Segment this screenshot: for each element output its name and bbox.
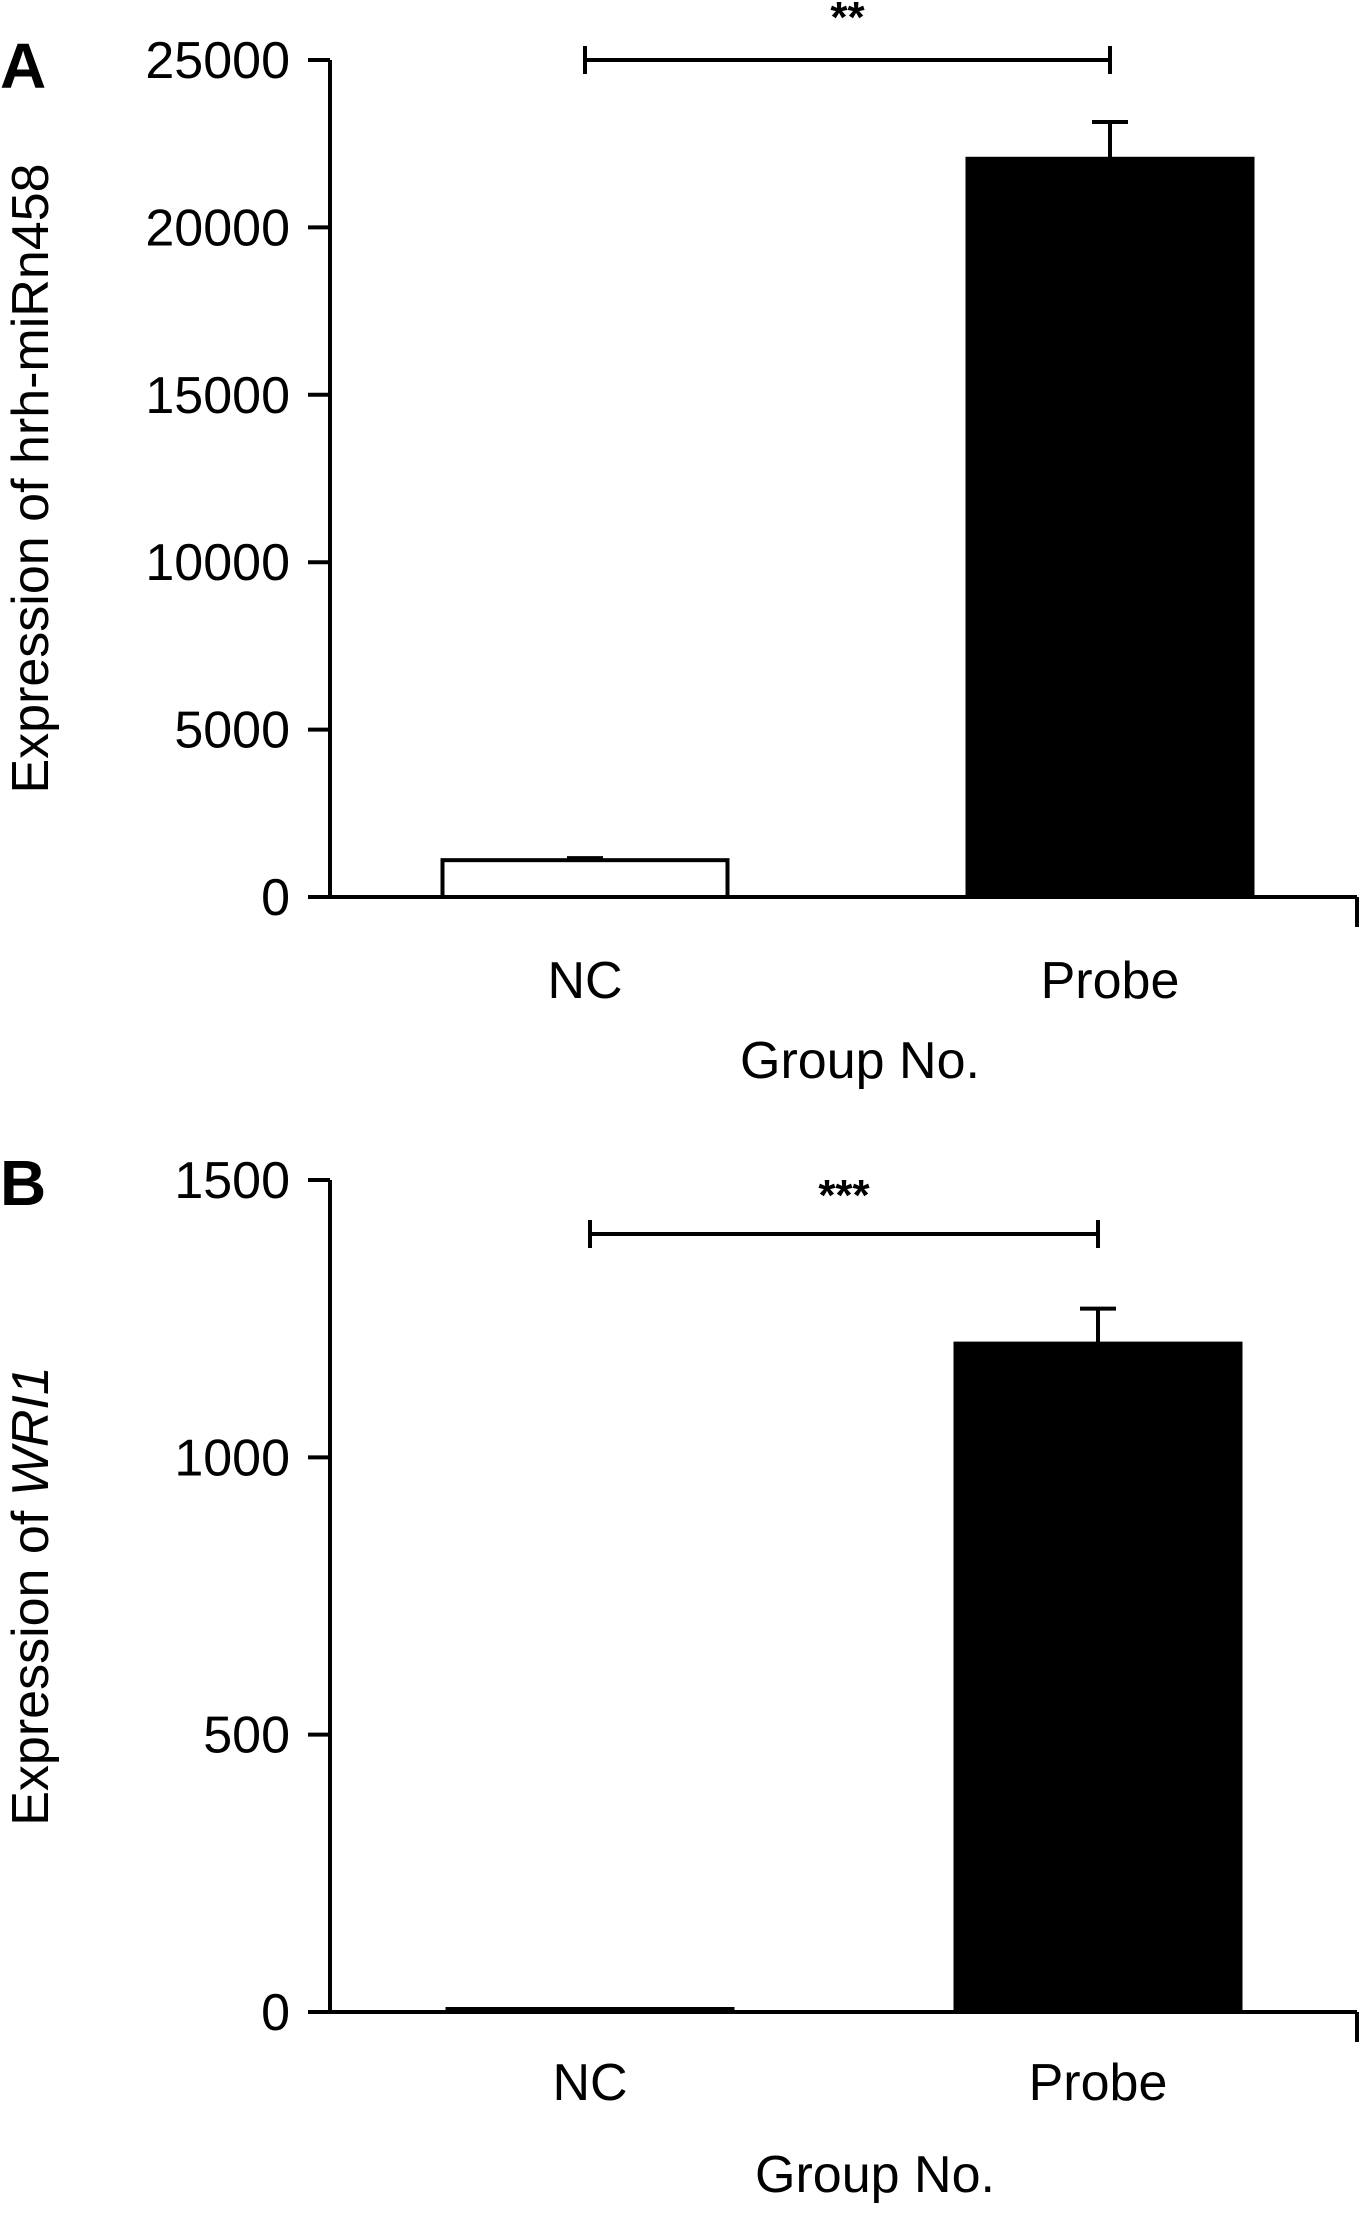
category-label-probe: Probe <box>1029 2054 1168 2112</box>
y-tick-label: 0 <box>261 1984 290 2042</box>
y-tick-label: 500 <box>203 1707 290 1765</box>
y-tick-label: 15000 <box>145 367 290 425</box>
panel-letter: B <box>0 1147 46 1219</box>
y-axis-title-text: Expression of hrh-miRn458 <box>2 163 60 793</box>
significance-label: ** <box>830 0 865 42</box>
bar-nc <box>440 858 730 899</box>
panel-a: A 0 5000 10000 15000 20000 25000 NC Probe ** Group… <box>0 0 1359 1090</box>
bar-probe <box>965 156 1255 900</box>
x-axis-title: Group No. <box>740 1032 980 1090</box>
panel-b: B 0 500 1000 1500 NC Probe *** Group No. Expressi… <box>0 1147 1359 2204</box>
y-axis-title: Expression of hrh-miRn458 <box>2 163 60 793</box>
y-tick-label: 0 <box>261 869 290 927</box>
y-axis-title-text: Expression of <box>2 1496 60 1826</box>
bar-probe <box>953 1341 1243 2015</box>
significance-label: *** <box>818 1171 870 1220</box>
category-label-probe: Probe <box>1041 952 1180 1010</box>
y-axis-title: Expression of WRI1 <box>2 1366 60 1826</box>
y-axis-title-gene: WRI1 <box>2 1366 60 1496</box>
y-tick-label: 10000 <box>145 534 290 592</box>
y-tick-label: 1000 <box>174 1429 290 1487</box>
category-label-nc: NC <box>547 952 622 1010</box>
panel-letter: A <box>0 30 46 102</box>
y-tick-label: 1500 <box>174 1152 290 1210</box>
category-label-nc: NC <box>552 2054 627 2112</box>
y-tick-label: 5000 <box>174 702 290 760</box>
y-tick-label: 25000 <box>145 32 290 90</box>
bar-nc <box>445 2007 735 2014</box>
y-tick-label: 20000 <box>145 199 290 257</box>
x-axis-title: Group No. <box>755 2146 995 2204</box>
